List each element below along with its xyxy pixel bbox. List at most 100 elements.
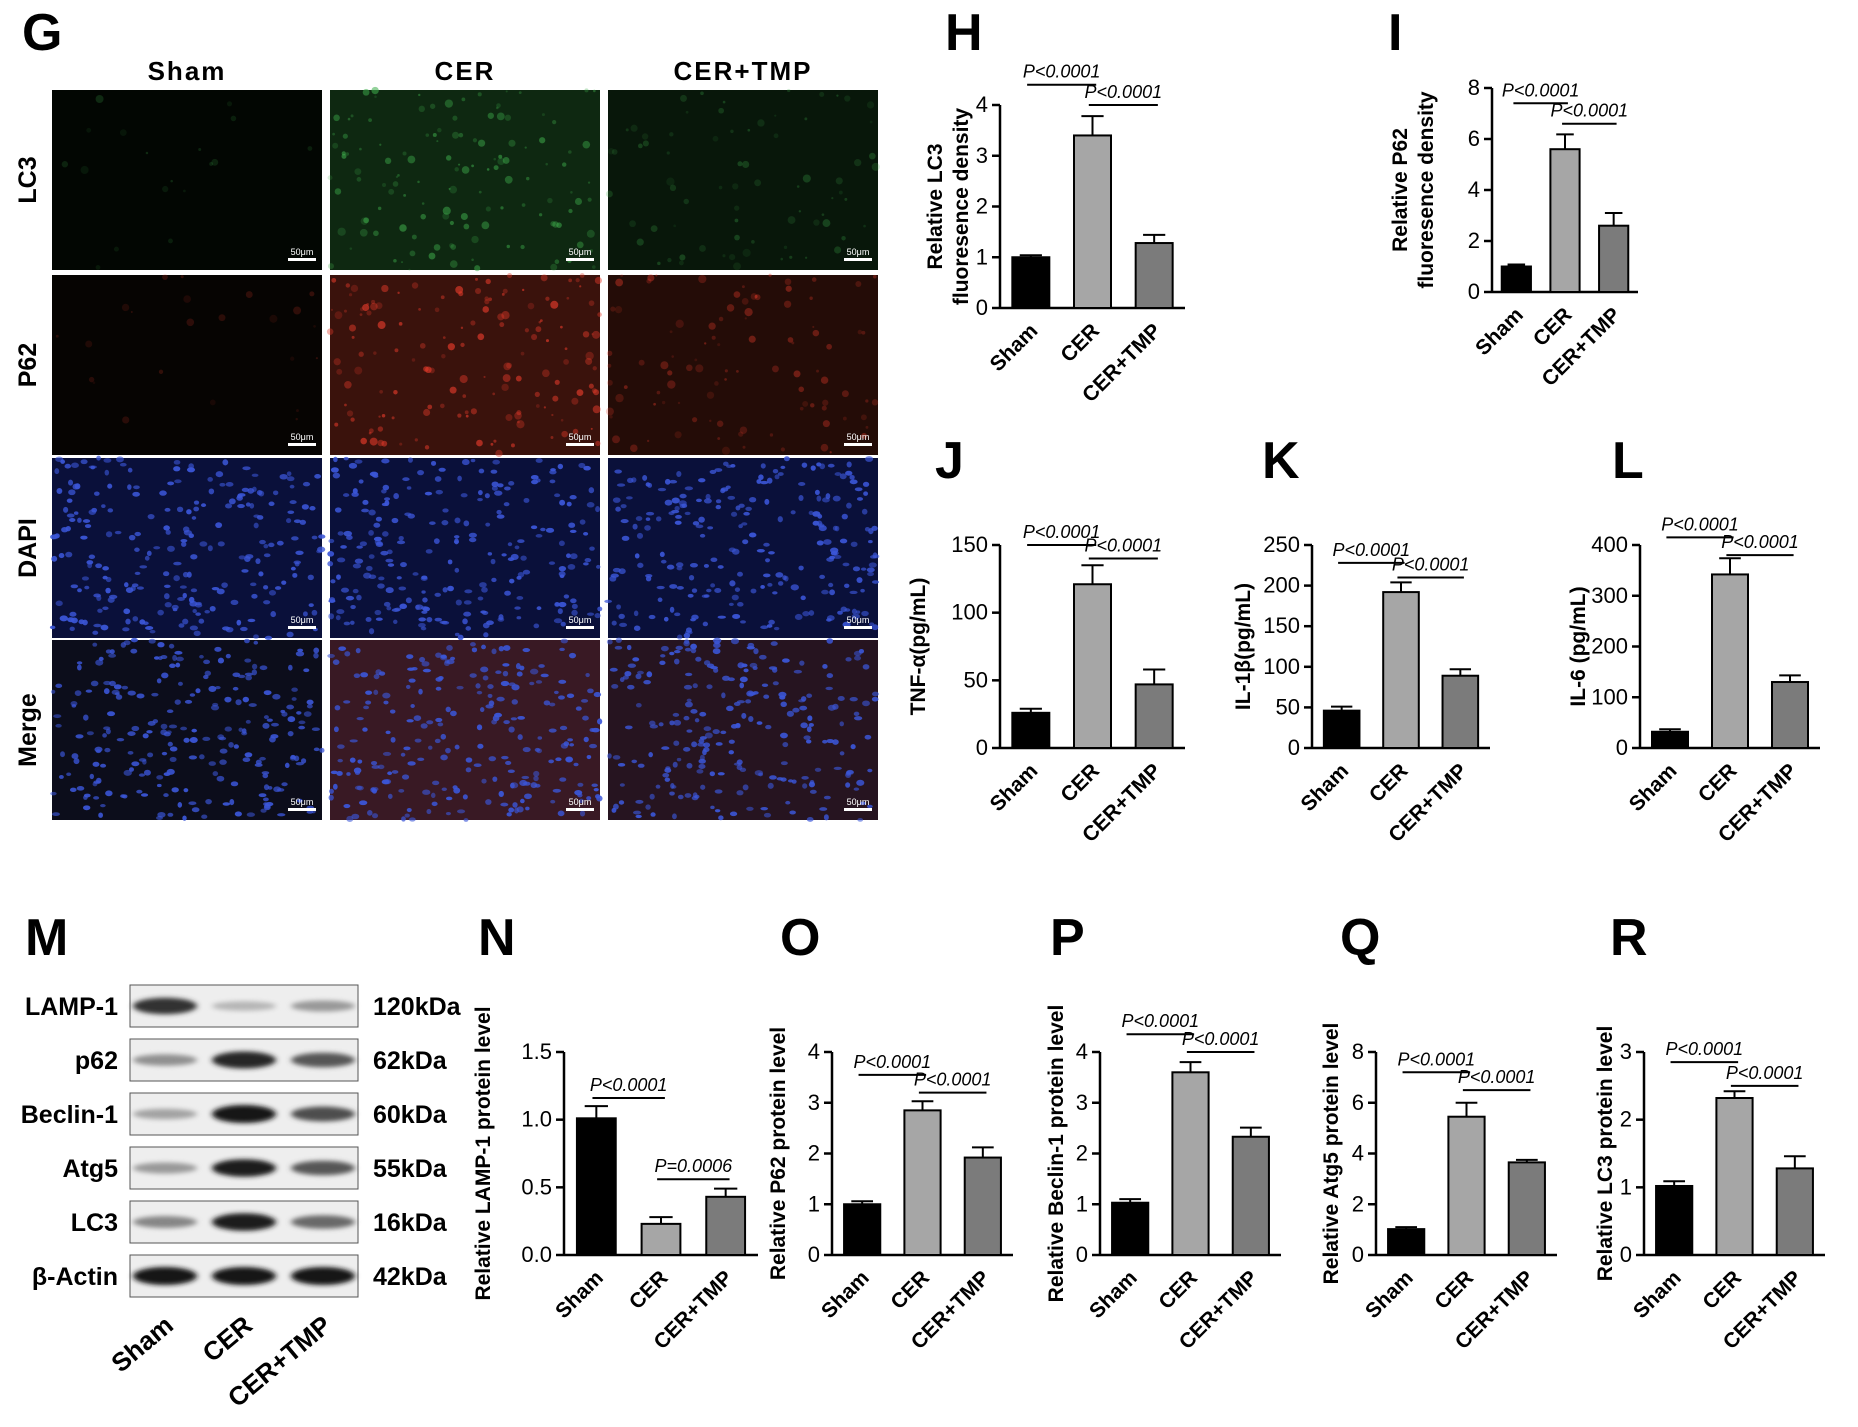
y-tick-label: 0 [1076,1242,1088,1267]
y-tick-label: 3 [808,1090,820,1115]
bar-cer-tmp [1598,224,1630,293]
bar-cer-tmp [1507,1161,1546,1256]
bar-cer-tmp [1441,674,1480,749]
y-tick-label: 0 [808,1242,820,1267]
protein-size-beclin-1: 60kDa [373,1101,448,1129]
panel-letters: G H I J K L M N O P Q R [22,4,1648,967]
y-tick-label: 0 [976,295,988,320]
band-actin-cer [212,1267,276,1285]
x-tick-label-cer: CER [1694,759,1742,807]
x-tick-label-cer: CER [886,1266,934,1314]
protein-label-beclin-1: Beclin-1 [21,1101,118,1129]
scale-bar-label: 50μm [847,615,870,625]
panel-label-M: M [25,909,68,967]
micrograph-dapi-sham: 50μm [49,455,326,641]
protein-label-actin: β-Actin [32,1263,118,1291]
lane-label-sham: Sham [105,1310,179,1378]
bar-sham [575,1117,617,1257]
significance-label: P<0.0001 [1661,514,1739,534]
scale-bar-label: 50μm [291,432,314,442]
band-lamp-1-sham [133,997,197,1015]
panel-label-Q: Q [1340,909,1380,967]
x-tick-label-sham: Sham [551,1266,608,1323]
bar-cer [1447,1115,1486,1257]
x-tick-label-sham: Sham [1361,1266,1418,1323]
y-tick-label: 8 [1352,1039,1364,1064]
y-tick-label: 200 [1591,634,1628,659]
significance-label: P<0.0001 [1085,536,1163,556]
micrograph-lc3-sham: 50μm [52,90,322,270]
y-tick-label: 1 [976,244,988,269]
y-tick-label: 0 [976,735,988,760]
protein-label-p62: p62 [75,1047,118,1075]
band-lc3-cer-tmp [291,1215,355,1229]
y-tick-label: 100 [951,600,988,625]
y-tick-label: 3 [1076,1090,1088,1115]
x-tick-label-sham: Sham [1625,759,1682,816]
blot-strip-actin: β-Actin 42kDa [32,1254,448,1298]
blot-strip-p62: p62 62kDa [75,1038,448,1082]
y-tick-label: 1 [1076,1191,1088,1216]
blot-strip-atg5: Atg5 55kDa [62,1146,448,1190]
y-axis-label: Relative P62 protein level [767,1027,790,1280]
y-axis-label: TNF-α(pg/mL) [907,578,930,716]
lane-label-cer: CER [197,1309,259,1367]
y-tick-label: 50 [1276,694,1300,719]
band-lc3-cer [212,1213,276,1231]
significance-label: P=0.0006 [655,1156,734,1176]
significance-label: P<0.0001 [1085,82,1163,102]
bar-sham [843,1203,882,1256]
panel-label-L: L [1612,432,1644,490]
protein-size-actin: 42kDa [373,1263,448,1291]
row-label-merge: Merge [14,693,42,767]
y-tick-label: 400 [1591,532,1628,557]
band-lamp-1-cer-tmp [291,1000,355,1012]
western-blot: LAMP-1 120kDa p62 62kDa Beclin-1 60kDa Atg5 55k… [21,984,462,1413]
significance-label: P<0.0001 [914,1070,992,1090]
significance-label: P<0.0001 [1502,80,1580,100]
micrograph-merge-cer-tmp: 50μm [606,637,879,822]
y-axis-label: Relative P62 [1389,128,1412,252]
panel-label-O: O [780,909,820,967]
scale-bar-label: 50μm [291,247,314,257]
bar-sham [1322,709,1361,750]
y-tick-label: 1 [808,1191,820,1216]
bar-cer [1715,1097,1754,1256]
x-tick-label-cer: CER [1698,1266,1746,1314]
micrograph-p62-sham: 50μm [52,274,322,455]
scale-bar-label: 50μm [847,247,870,257]
bar-sham [1655,1184,1694,1256]
y-axis-label: Relative LC3 protein level [1594,1026,1617,1282]
column-header-sham: Sham [148,56,227,86]
band-beclin-1-cer-tmp [291,1106,355,1122]
y-tick-label: 250 [1263,532,1300,557]
bar-cer [1073,583,1112,749]
y-tick-label: 4 [808,1039,820,1064]
bar-cer [1073,134,1112,309]
bar-sham [1500,265,1532,293]
band-beclin-1-sham [133,1108,197,1120]
bar-cer [1382,591,1420,750]
y-tick-label: 2 [1352,1191,1364,1216]
significance-label: P<0.0001 [590,1075,668,1095]
y-tick-label: 200 [1263,573,1300,598]
bar-sham [1011,256,1051,309]
y-tick-label: 0 [1616,735,1628,760]
protein-size-atg5: 55kDa [373,1155,448,1183]
y-tick-label: 0 [1468,279,1480,304]
y-tick-label: 3 [1620,1039,1632,1064]
band-atg5-cer [212,1159,276,1177]
significance-label: P<0.0001 [1726,1063,1804,1083]
y-axis-label: Relative Atg5 protein level [1320,1023,1343,1285]
significance-label: P<0.0001 [1122,1011,1200,1031]
y-axis-label: IL-1β(pg/mL) [1232,583,1255,710]
bar-cer-tmp [963,1156,1002,1257]
bar-cer [640,1222,682,1256]
